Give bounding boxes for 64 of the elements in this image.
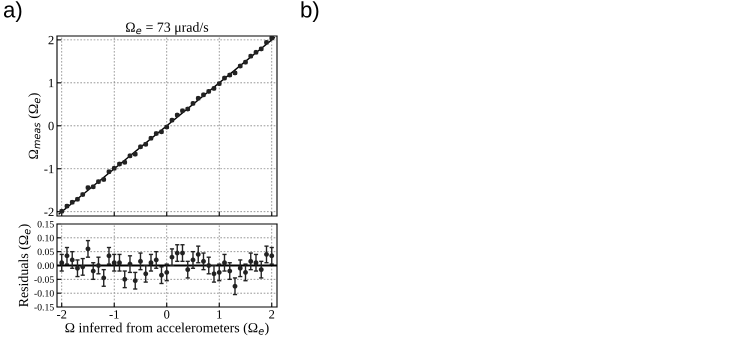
point [75,266,80,271]
x-tick-label: -1 [109,310,119,318]
x-tick-label: -2 [56,310,66,318]
text: b) [301,1,318,22]
point [86,246,90,252]
point [212,271,216,276]
point [227,268,232,274]
y-tick-label: -0.10 [34,290,54,297]
point [248,258,254,264]
point [190,258,196,262]
point [106,253,112,258]
x-tick-label: 2 [269,310,274,318]
y-tick-label: 0 [48,122,54,130]
point [174,250,180,256]
point [180,250,185,256]
point [101,276,106,280]
text: a) [4,1,22,22]
y-axis-title: Ω$_{meas}$ (Ω$_{e}$) [28,93,41,159]
point [206,263,212,268]
x-tick-label: 0 [164,310,170,319]
point [185,267,190,272]
point [222,260,227,266]
point [90,268,96,274]
y-axis-title: Residuals (Ω$_{e}$) [18,224,32,307]
y-tick-label: 0.05 [38,248,54,256]
point [164,270,170,275]
point [117,260,122,266]
point [59,260,64,266]
y-tick-label: 1 [49,78,54,88]
point [201,258,206,264]
point [70,258,75,262]
point [112,260,117,266]
point [238,266,243,271]
point [254,260,258,266]
point [132,278,138,284]
point [264,252,269,257]
point [148,260,154,266]
y-tick-label: -0.05 [34,276,54,283]
y-tick-label: -0.15 [34,304,54,311]
y-tick-label: -2 [44,208,54,216]
point [122,276,128,282]
point [80,264,86,270]
x-tick-label: 1 [217,310,222,318]
point [138,258,143,264]
point [159,272,164,278]
point [154,258,159,262]
y-tick-label: -1 [44,164,54,174]
x-axis-title: Ω inferred from accelerometers (Ω$_{e}$) [65,322,269,336]
point [232,284,238,289]
point [64,253,70,258]
point [216,270,222,275]
point [96,263,101,268]
point [269,253,274,258]
chart-title: Ω$_{e}$ = 73 μrad/s [126,22,208,35]
point [258,267,264,272]
point [170,254,174,260]
point [143,271,148,276]
point [128,262,132,267]
y-tick-label: 0.10 [38,234,54,242]
point [243,270,248,275]
y-tick-label: 2 [48,36,54,44]
y-tick-label: 0.00 [38,262,54,270]
point [196,252,201,257]
y-tick-label: 0.15 [38,220,54,228]
